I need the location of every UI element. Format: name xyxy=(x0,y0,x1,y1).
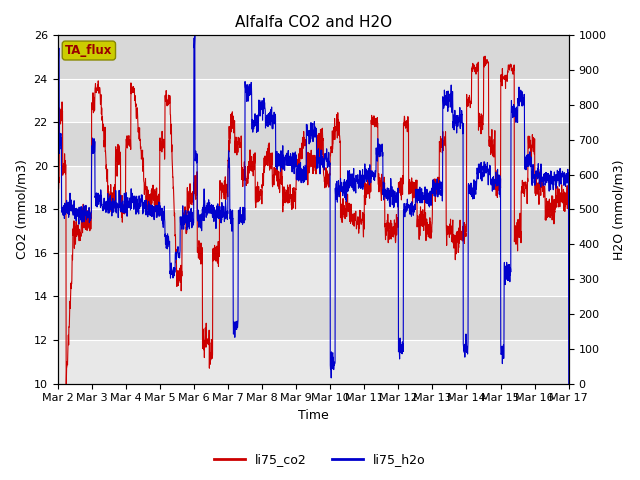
X-axis label: Time: Time xyxy=(298,409,328,422)
Text: TA_flux: TA_flux xyxy=(65,44,113,57)
Bar xyxy=(58,122,569,166)
Y-axis label: H2O (mmol/m3): H2O (mmol/m3) xyxy=(612,159,625,260)
Bar xyxy=(58,79,569,122)
Bar xyxy=(58,209,569,253)
Bar xyxy=(58,36,569,79)
Bar xyxy=(58,340,569,384)
Title: Alfalfa CO2 and H2O: Alfalfa CO2 and H2O xyxy=(235,15,392,30)
Y-axis label: CO2 (mmol/m3): CO2 (mmol/m3) xyxy=(15,159,28,259)
Bar xyxy=(58,253,569,297)
Legend: li75_co2, li75_h2o: li75_co2, li75_h2o xyxy=(209,448,431,471)
Bar xyxy=(58,297,569,340)
Bar xyxy=(58,166,569,209)
